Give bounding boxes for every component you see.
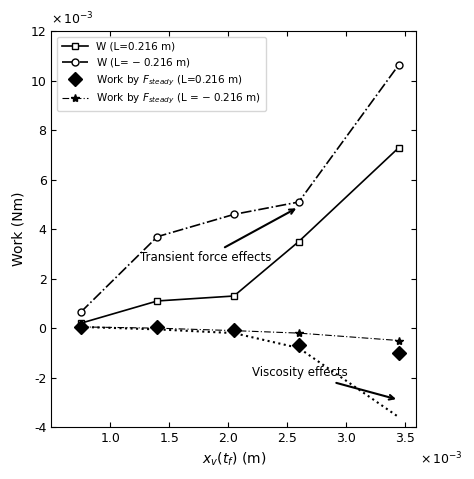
Work by $F_{steady}$ (L=0.216 m) bbox=[296, 342, 301, 348]
Text: Transient force effects: Transient force effects bbox=[140, 209, 294, 264]
Text: $\times\,10^{-3}$: $\times\,10^{-3}$ bbox=[51, 11, 94, 27]
Work by $F_{steady}$ (L=0.216 m) bbox=[155, 324, 160, 330]
W (L=0.216 m) bbox=[296, 239, 301, 244]
Legend: W (L=0.216 m), W (L= $-$ 0.216 m), Work by $F_{steady}$ (L=0.216 m), Work by $F_: W (L=0.216 m), W (L= $-$ 0.216 m), Work … bbox=[56, 36, 266, 111]
Text: Viscosity effects: Viscosity effects bbox=[252, 366, 394, 399]
Work by $F_{steady}$ (L=0.216 m) bbox=[231, 327, 237, 333]
Line: W (L= $-$ 0.216 m): W (L= $-$ 0.216 m) bbox=[77, 61, 402, 316]
W (L=0.216 m) bbox=[78, 320, 84, 326]
Work by $F_{steady}$ (L = $-$ 0.216 m) bbox=[155, 325, 160, 331]
W (L=0.216 m) bbox=[396, 145, 401, 150]
Work by $F_{steady}$ (L=0.216 m) bbox=[78, 324, 84, 330]
Work by $F_{steady}$ (L = $-$ 0.216 m) bbox=[231, 328, 237, 333]
W (L=0.216 m) bbox=[231, 293, 237, 299]
Work by $F_{steady}$ (L=0.216 m) bbox=[396, 350, 401, 356]
W (L=0.216 m) bbox=[155, 298, 160, 304]
Line: W (L=0.216 m): W (L=0.216 m) bbox=[77, 144, 402, 327]
W (L= $-$ 0.216 m) bbox=[231, 212, 237, 217]
Y-axis label: Work (Nm): Work (Nm) bbox=[11, 192, 25, 266]
Line: Work by $F_{steady}$ (L=0.216 m): Work by $F_{steady}$ (L=0.216 m) bbox=[76, 322, 404, 358]
W (L= $-$ 0.216 m) bbox=[78, 309, 84, 315]
W (L= $-$ 0.216 m) bbox=[396, 62, 401, 68]
W (L= $-$ 0.216 m) bbox=[296, 199, 301, 205]
W (L= $-$ 0.216 m) bbox=[155, 234, 160, 240]
X-axis label: $x_v(t_f)$ (m): $x_v(t_f)$ (m) bbox=[202, 450, 266, 468]
Work by $F_{steady}$ (L = $-$ 0.216 m) bbox=[396, 338, 401, 343]
Text: $\times\,10^{-3}$: $\times\,10^{-3}$ bbox=[420, 451, 463, 468]
Work by $F_{steady}$ (L = $-$ 0.216 m) bbox=[296, 330, 301, 336]
Line: Work by $F_{steady}$ (L = $-$ 0.216 m): Work by $F_{steady}$ (L = $-$ 0.216 m) bbox=[77, 323, 403, 345]
Work by $F_{steady}$ (L = $-$ 0.216 m) bbox=[78, 324, 84, 330]
